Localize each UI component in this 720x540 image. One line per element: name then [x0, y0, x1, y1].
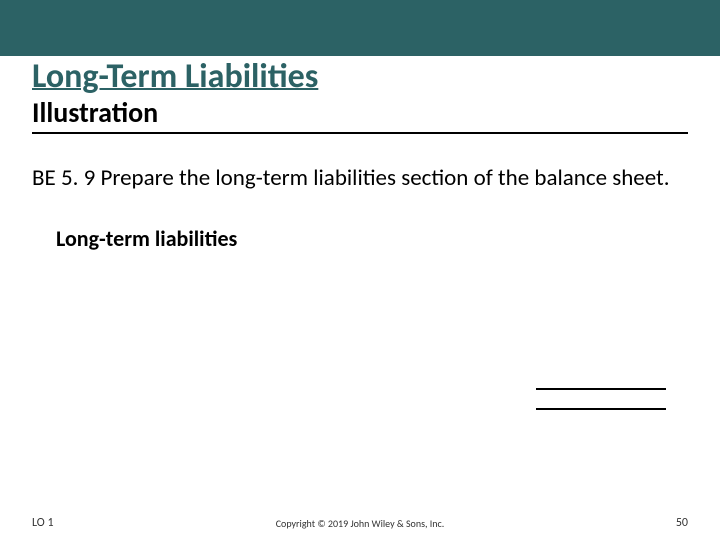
section-heading: Long-term liabilities: [56, 225, 688, 252]
subtitle: Illustration: [32, 95, 688, 130]
exercise-label: BE 5. 9: [32, 164, 95, 192]
exercise-desc: Prepare the long-term liabilities sectio…: [95, 164, 669, 192]
slide: Long-Term Liabilities Illustration BE 5.…: [0, 0, 720, 540]
blank-line: [536, 388, 666, 390]
top-bar: [0, 0, 720, 56]
title-block: Long-Term Liabilities Illustration: [32, 56, 688, 134]
footer-page-number: 50: [676, 516, 688, 530]
footer-center: Copyright © 2019 John Wiley & Sons, Inc.: [0, 517, 720, 530]
blank-line: [536, 408, 666, 410]
exercise-text: BE 5. 9 Prepare the long-term liabilitie…: [32, 164, 688, 193]
main-title: Long-Term Liabilities: [32, 56, 688, 97]
blank-lines: [536, 388, 666, 428]
footer: LO 1 Copyright © 2019 John Wiley & Sons,…: [0, 514, 720, 530]
subtitle-underline: [32, 132, 688, 134]
body: BE 5. 9 Prepare the long-term liabilitie…: [32, 164, 688, 252]
